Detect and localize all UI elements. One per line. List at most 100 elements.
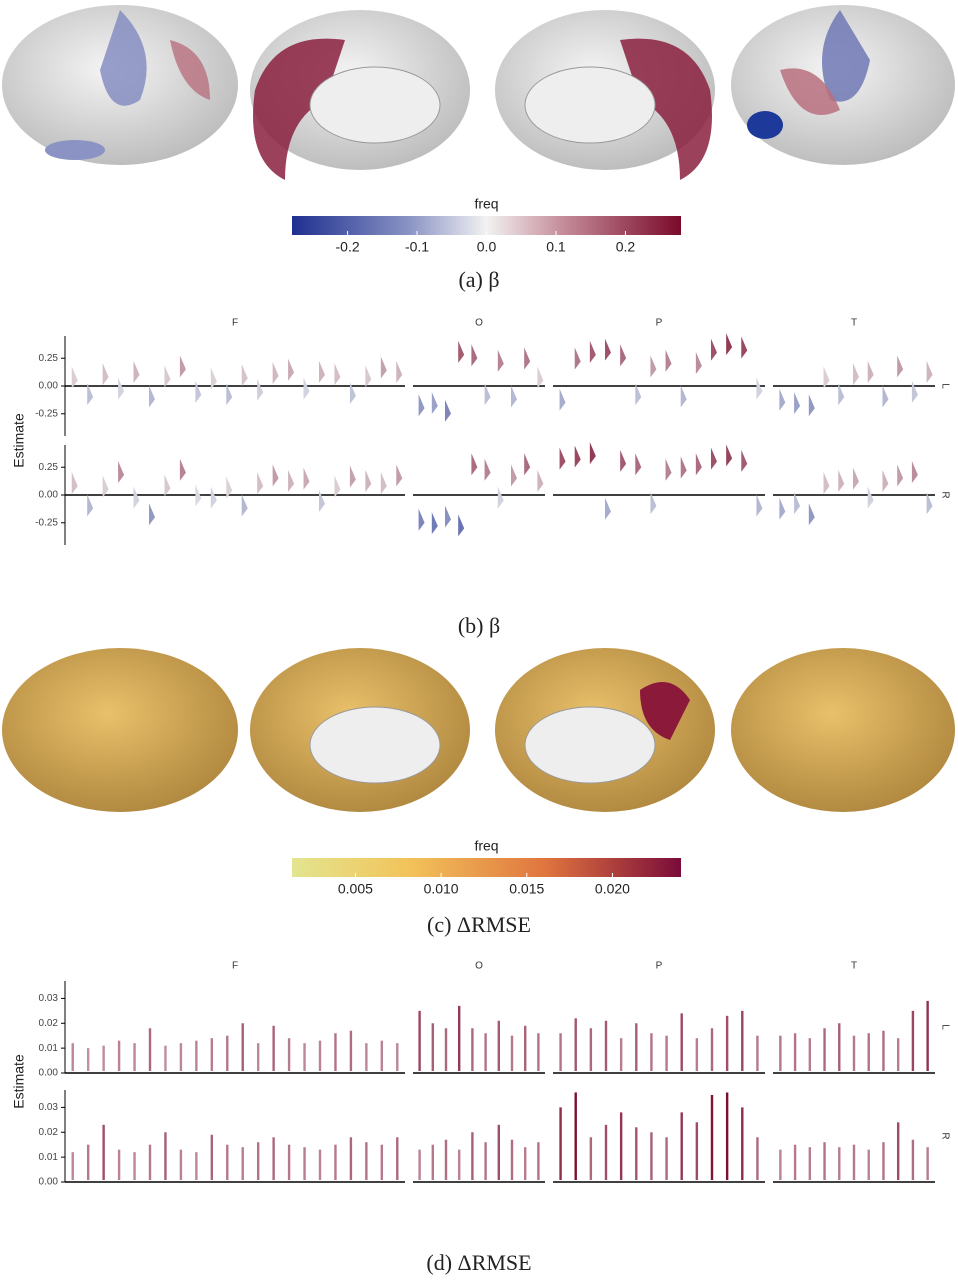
violin — [897, 355, 904, 378]
strip — [838, 1147, 841, 1180]
strip — [195, 1040, 198, 1071]
violin — [853, 363, 859, 386]
y-axis-label: Estimate — [11, 413, 27, 468]
row-label: R — [939, 1132, 950, 1139]
colorbar-title: freq — [474, 196, 498, 212]
violin — [445, 505, 451, 528]
strip — [779, 1035, 782, 1071]
violin — [319, 489, 325, 512]
strip — [510, 1035, 514, 1071]
violin — [726, 444, 733, 467]
strip — [619, 1112, 623, 1180]
strip — [318, 1040, 322, 1071]
strip — [882, 1030, 885, 1071]
strip — [349, 1137, 353, 1180]
violin — [365, 365, 372, 388]
strip — [365, 1043, 368, 1071]
violin — [431, 392, 438, 414]
strip — [665, 1137, 668, 1180]
violin — [241, 364, 248, 387]
strip — [287, 1144, 291, 1180]
violin — [926, 492, 933, 515]
violin — [349, 465, 356, 488]
y-tick-label: 0.02 — [39, 1127, 59, 1138]
strip — [665, 1035, 668, 1071]
violin — [210, 486, 217, 509]
strip — [650, 1033, 653, 1071]
strip — [695, 1122, 699, 1180]
strip — [86, 1048, 90, 1071]
violin — [756, 377, 763, 400]
strip — [303, 1147, 306, 1180]
strip — [808, 1038, 812, 1071]
strip — [926, 1147, 929, 1180]
strip — [756, 1137, 759, 1180]
strip — [303, 1043, 306, 1071]
strip — [210, 1038, 214, 1071]
strip — [458, 1005, 461, 1071]
violin — [650, 492, 657, 515]
violin — [179, 355, 186, 378]
strip — [164, 1045, 167, 1071]
violin — [794, 392, 801, 414]
violin — [823, 366, 830, 389]
strip — [619, 1038, 623, 1071]
row-label: L — [939, 383, 950, 389]
violin — [418, 394, 425, 417]
strip — [396, 1043, 399, 1071]
violin — [458, 340, 465, 363]
strip — [349, 1030, 353, 1071]
violin — [559, 388, 566, 411]
strip — [793, 1144, 797, 1180]
violin — [711, 338, 717, 361]
strip — [287, 1038, 291, 1071]
strip — [179, 1149, 183, 1180]
violin — [365, 469, 372, 492]
y-tick-label: 0.00 — [39, 1177, 59, 1188]
colorbar-tick-label: 0.020 — [595, 881, 630, 897]
strip — [272, 1137, 275, 1180]
strip — [148, 1144, 152, 1180]
violin — [741, 336, 748, 359]
strip — [318, 1149, 322, 1180]
strip — [604, 1020, 608, 1071]
strip — [195, 1152, 198, 1180]
strip — [365, 1142, 368, 1180]
y-tick-label: 0.00 — [39, 1068, 59, 1079]
violin — [620, 449, 627, 472]
row-label: L — [939, 1024, 950, 1030]
strip — [380, 1144, 384, 1180]
violin — [210, 367, 217, 390]
strip — [524, 1147, 527, 1180]
facet-label: F — [232, 318, 238, 329]
violin — [149, 503, 155, 526]
violin — [680, 456, 687, 479]
strip — [71, 1043, 74, 1071]
violin — [241, 494, 248, 517]
strip — [741, 1107, 744, 1180]
violin — [102, 475, 109, 498]
strip — [559, 1107, 562, 1180]
violin — [164, 365, 171, 388]
plots: freq -0.2 -0.1 0.0 0.1 0.2 (a) β Estimate F O P T L -… — [11, 196, 951, 1275]
violin — [635, 453, 642, 476]
strip — [497, 1124, 500, 1180]
violin — [665, 458, 672, 481]
strip — [793, 1033, 797, 1071]
strip — [635, 1023, 638, 1071]
violin — [484, 458, 491, 481]
strip — [589, 1028, 593, 1071]
strip — [741, 1010, 744, 1071]
violin — [511, 385, 517, 408]
strip — [537, 1142, 540, 1180]
violin — [257, 472, 264, 495]
facet-label: O — [475, 961, 483, 972]
strip — [823, 1028, 826, 1071]
violin — [257, 378, 264, 401]
violin — [524, 453, 531, 476]
y-axis-label: Estimate — [11, 1054, 27, 1109]
y-tick-label: 0.25 — [39, 462, 59, 473]
y-tick-label: 0.03 — [39, 1102, 59, 1113]
violin — [334, 475, 341, 498]
y-tick-label: -0.25 — [35, 517, 58, 528]
